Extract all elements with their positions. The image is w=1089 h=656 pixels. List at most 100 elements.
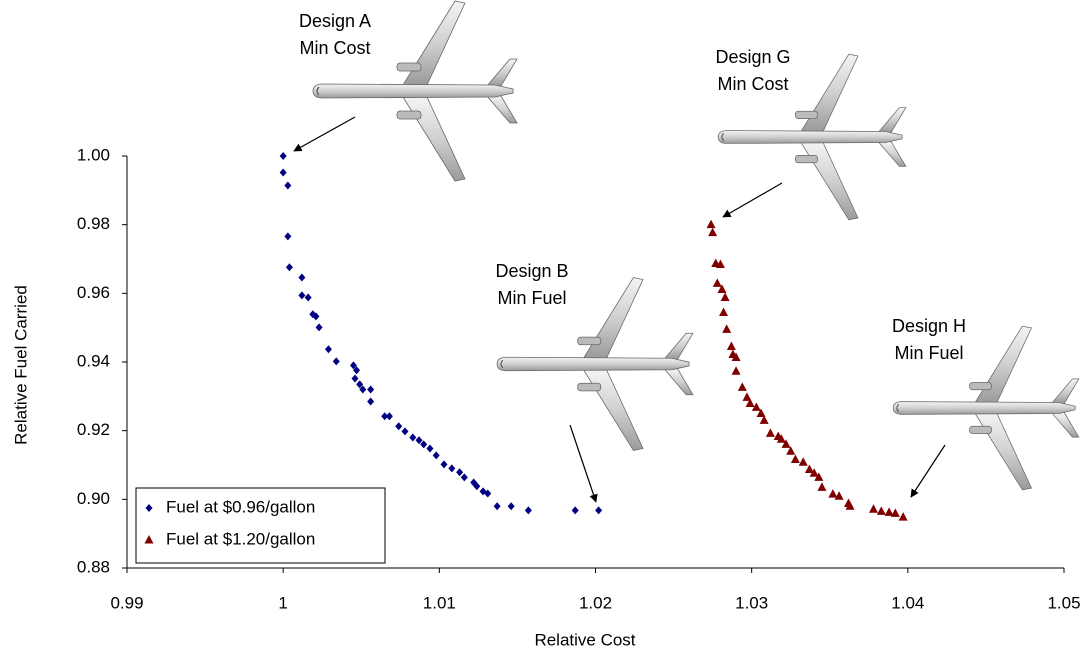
- legend-label: Fuel at $1.20/gallon: [166, 529, 315, 548]
- point: [460, 473, 468, 482]
- point: [385, 412, 393, 421]
- x-tick-label: 1.04: [891, 593, 924, 612]
- point: [742, 392, 752, 401]
- point: [706, 219, 716, 229]
- point: [890, 508, 900, 517]
- point: [312, 312, 320, 321]
- point: [726, 341, 736, 351]
- point: [717, 284, 727, 294]
- point: [720, 292, 730, 301]
- x-tick-label: 1.05: [1047, 593, 1080, 612]
- point: [868, 504, 878, 513]
- point: [315, 323, 323, 332]
- annotation: Min Cost: [299, 38, 370, 58]
- point: [448, 464, 456, 473]
- point: [284, 232, 292, 241]
- point: [715, 259, 725, 268]
- point: [756, 408, 766, 417]
- point: [817, 482, 827, 491]
- y-tick-label: 0.98: [77, 214, 110, 233]
- point: [786, 446, 796, 455]
- point: [415, 436, 423, 445]
- point: [737, 382, 747, 391]
- point: [332, 357, 340, 366]
- annotation: Design B: [495, 261, 568, 281]
- point: [395, 422, 403, 431]
- annotation: Min Fuel: [894, 343, 963, 363]
- y-tick-label: 0.92: [77, 420, 110, 439]
- point: [884, 507, 894, 516]
- y-axis-title: Relative Fuel Carried: [11, 285, 30, 445]
- point: [790, 454, 800, 464]
- point: [571, 506, 579, 515]
- point: [731, 366, 741, 375]
- point: [381, 412, 389, 421]
- point: [456, 468, 464, 477]
- point: [809, 468, 819, 477]
- x-tick-label: 1.01: [423, 593, 456, 612]
- point: [781, 439, 791, 448]
- x-tick-label: 1.02: [579, 593, 612, 612]
- point: [279, 152, 287, 160]
- annotation: Min Fuel: [497, 288, 566, 308]
- point: [304, 293, 312, 302]
- point: [426, 444, 434, 453]
- point: [367, 385, 375, 394]
- point: [473, 482, 481, 491]
- airplanes: [312, 0, 1080, 491]
- y-tick-label: 0.90: [77, 489, 110, 508]
- legend-label: Fuel at $0.96/gallon: [166, 497, 315, 516]
- point: [420, 440, 428, 449]
- point: [284, 181, 292, 190]
- point: [432, 451, 440, 460]
- point: [440, 460, 448, 469]
- point: [401, 427, 409, 436]
- point: [493, 502, 501, 511]
- point: [285, 263, 293, 272]
- point: [751, 402, 761, 411]
- point: [353, 366, 361, 375]
- point: [359, 385, 367, 394]
- x-tick-label: 0.99: [110, 593, 143, 612]
- point: [876, 506, 886, 515]
- point: [834, 491, 844, 500]
- point: [484, 489, 492, 498]
- x-axis-title: Relative Cost: [534, 630, 635, 649]
- y-tick-label: 0.94: [77, 351, 110, 370]
- annotation: Design A: [299, 11, 371, 31]
- point: [722, 324, 732, 333]
- point: [324, 345, 332, 354]
- point: [814, 472, 824, 481]
- point: [776, 434, 786, 443]
- point: [595, 506, 603, 515]
- point: [898, 512, 908, 521]
- point: [731, 352, 741, 362]
- point: [507, 502, 515, 511]
- point: [765, 428, 775, 437]
- y-tick-label: 0.88: [77, 557, 110, 576]
- y-tick-label: 0.96: [77, 283, 110, 302]
- point: [349, 361, 357, 370]
- annotation: Design H: [892, 316, 966, 336]
- point: [719, 307, 729, 317]
- legend-marker: [145, 504, 153, 512]
- legend: Fuel at $0.96/gallon Fuel at $1.20/gallon: [135, 487, 386, 564]
- point: [804, 464, 814, 473]
- point: [712, 278, 722, 287]
- point: [708, 227, 718, 237]
- point: [356, 380, 364, 389]
- point: [828, 489, 838, 498]
- annotation: Min Cost: [717, 74, 788, 94]
- legend-box: [135, 487, 386, 564]
- point: [745, 398, 755, 408]
- point: [798, 457, 808, 466]
- point: [298, 273, 306, 282]
- arrows: [293, 116, 946, 503]
- y-tick-label: 1.00: [77, 145, 110, 164]
- x-tick-label: 1.03: [735, 593, 768, 612]
- point: [524, 506, 532, 515]
- point: [845, 501, 855, 510]
- point: [367, 397, 375, 406]
